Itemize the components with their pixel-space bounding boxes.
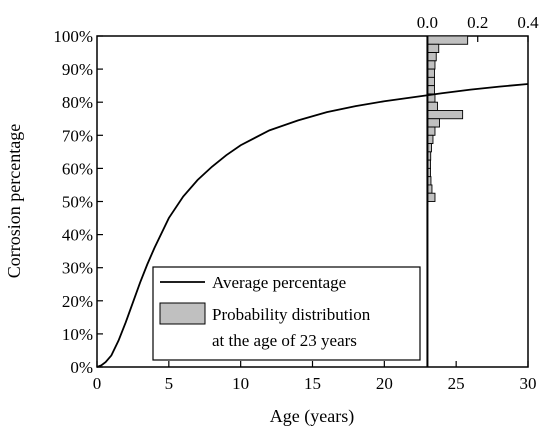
distribution-bar	[426, 110, 464, 120]
y-tick-label: 60%	[62, 159, 93, 178]
average-percentage-line	[96, 83, 529, 368]
distribution-histogram	[426, 35, 469, 202]
distribution-bar	[426, 126, 436, 136]
distribution-bar	[426, 68, 435, 78]
x-tick-label: 30	[520, 374, 537, 393]
y-tick-label: 30%	[62, 259, 93, 278]
y-tick-label: 90%	[62, 60, 93, 79]
y-tick-label: 100%	[53, 27, 93, 46]
distribution-bar	[426, 52, 437, 62]
x-tick-label: 15	[304, 374, 321, 393]
y-axis-label: Corrosion percentage	[4, 124, 24, 278]
y-tick-label: 10%	[62, 325, 93, 344]
y-tick-label: 0%	[70, 358, 93, 377]
x-tick-label: 10	[232, 374, 249, 393]
distribution-bar	[426, 192, 436, 202]
top-tick-label: 0.2	[467, 13, 488, 32]
distribution-bar	[426, 60, 436, 70]
top-tick-label: 0.0	[417, 13, 438, 32]
x-tick-label: 5	[165, 374, 174, 393]
distribution-bar	[426, 35, 469, 45]
y-tick-label: 50%	[62, 193, 93, 212]
y-tick-label: 20%	[62, 292, 93, 311]
x-axis-label: Age (years)	[270, 406, 354, 427]
distribution-bar	[426, 85, 435, 95]
y-tick-label: 40%	[62, 226, 93, 245]
y-tick-label: 70%	[62, 126, 93, 145]
x-tick-label: 20	[376, 374, 393, 393]
y-axis-ticks: 0% 10% 20% 30% 40% 50% 60% 70% 80% 90% 100%	[53, 27, 103, 377]
top-axis-ticks: 0.0 0.2 0.4	[417, 13, 539, 42]
legend-line-label: Average percentage	[212, 273, 346, 292]
distribution-bar	[426, 101, 438, 111]
distribution-bar	[426, 43, 440, 54]
distribution-bar	[426, 76, 435, 87]
legend-dist-label-line2: at the age of 23 years	[212, 331, 357, 350]
x-tick-label: 0	[93, 374, 102, 393]
top-tick-label: 0.4	[517, 13, 539, 32]
legend-dist-swatch	[159, 302, 206, 325]
x-tick-label: 25	[448, 374, 465, 393]
legend: Average percentage Probability distribut…	[152, 266, 421, 361]
distribution-bar	[426, 118, 440, 128]
y-tick-label: 80%	[62, 93, 93, 112]
x-axis-ticks: 0 5 10 15 20 25 30	[93, 361, 537, 393]
legend-dist-label-line1: Probability distribution	[212, 305, 371, 324]
